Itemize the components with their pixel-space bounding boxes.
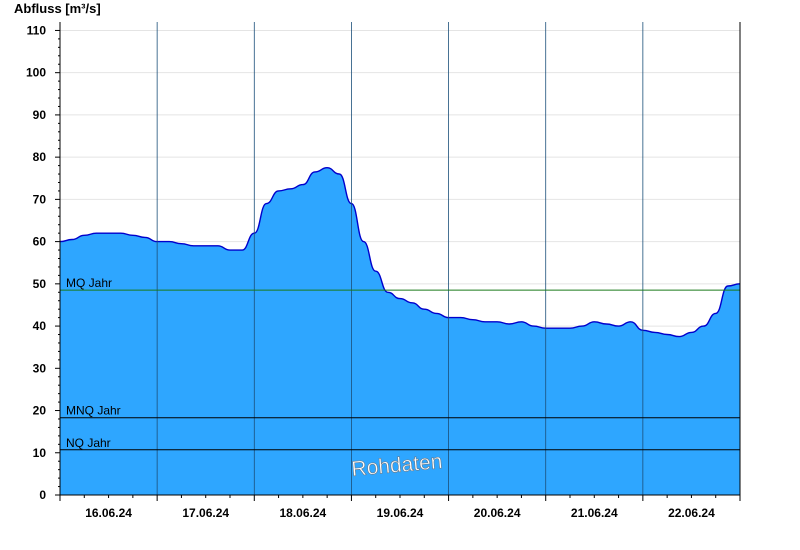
x-tick-label: 18.06.24: [279, 506, 326, 520]
y-tick-label: 10: [33, 446, 47, 460]
x-tick-label: 17.06.24: [182, 506, 229, 520]
y-tick-label: 30: [33, 361, 47, 375]
x-tick-label: 20.06.24: [474, 506, 521, 520]
reference-line-label: MQ Jahr: [66, 276, 112, 290]
y-tick-label: 80: [33, 150, 47, 164]
discharge-area: [60, 167, 740, 495]
x-axis-ticks: 16.06.24 17.06.24 18.06.24 19.06.24 20.06.24…: [59, 495, 741, 520]
discharge-line: [59, 166, 741, 338]
reference-line-label: MNQ Jahr: [66, 404, 121, 418]
y-tick-label: 0: [39, 488, 46, 502]
y-axis-title: Abfluss [m³/s]: [14, 1, 101, 16]
y-tick-label: 70: [33, 192, 47, 206]
x-tick-label: 19.06.24: [377, 506, 424, 520]
reference-lines: MQ Jahr MNQ Jahr NQ Jahr: [60, 276, 740, 451]
y-tick-label: 90: [33, 108, 47, 122]
reference-line-label: NQ Jahr: [66, 436, 111, 450]
x-tick-label: 16.06.24: [85, 506, 132, 520]
y-tick-label: 40: [33, 319, 47, 333]
y-axis-ticks: 0 10 20 30 40 50 60 70 80 90 100 110: [26, 23, 60, 502]
day-divider-lines: [156, 22, 644, 495]
y-tick-label: 50: [33, 277, 47, 291]
y-tick-label: 100: [26, 66, 46, 80]
y-tick-label: 110: [27, 23, 47, 37]
x-tick-label: 21.06.24: [571, 506, 618, 520]
y-tick-label: 20: [33, 404, 47, 418]
y-tick-label: 60: [33, 235, 47, 249]
x-tick-label: 22.06.24: [668, 506, 715, 520]
